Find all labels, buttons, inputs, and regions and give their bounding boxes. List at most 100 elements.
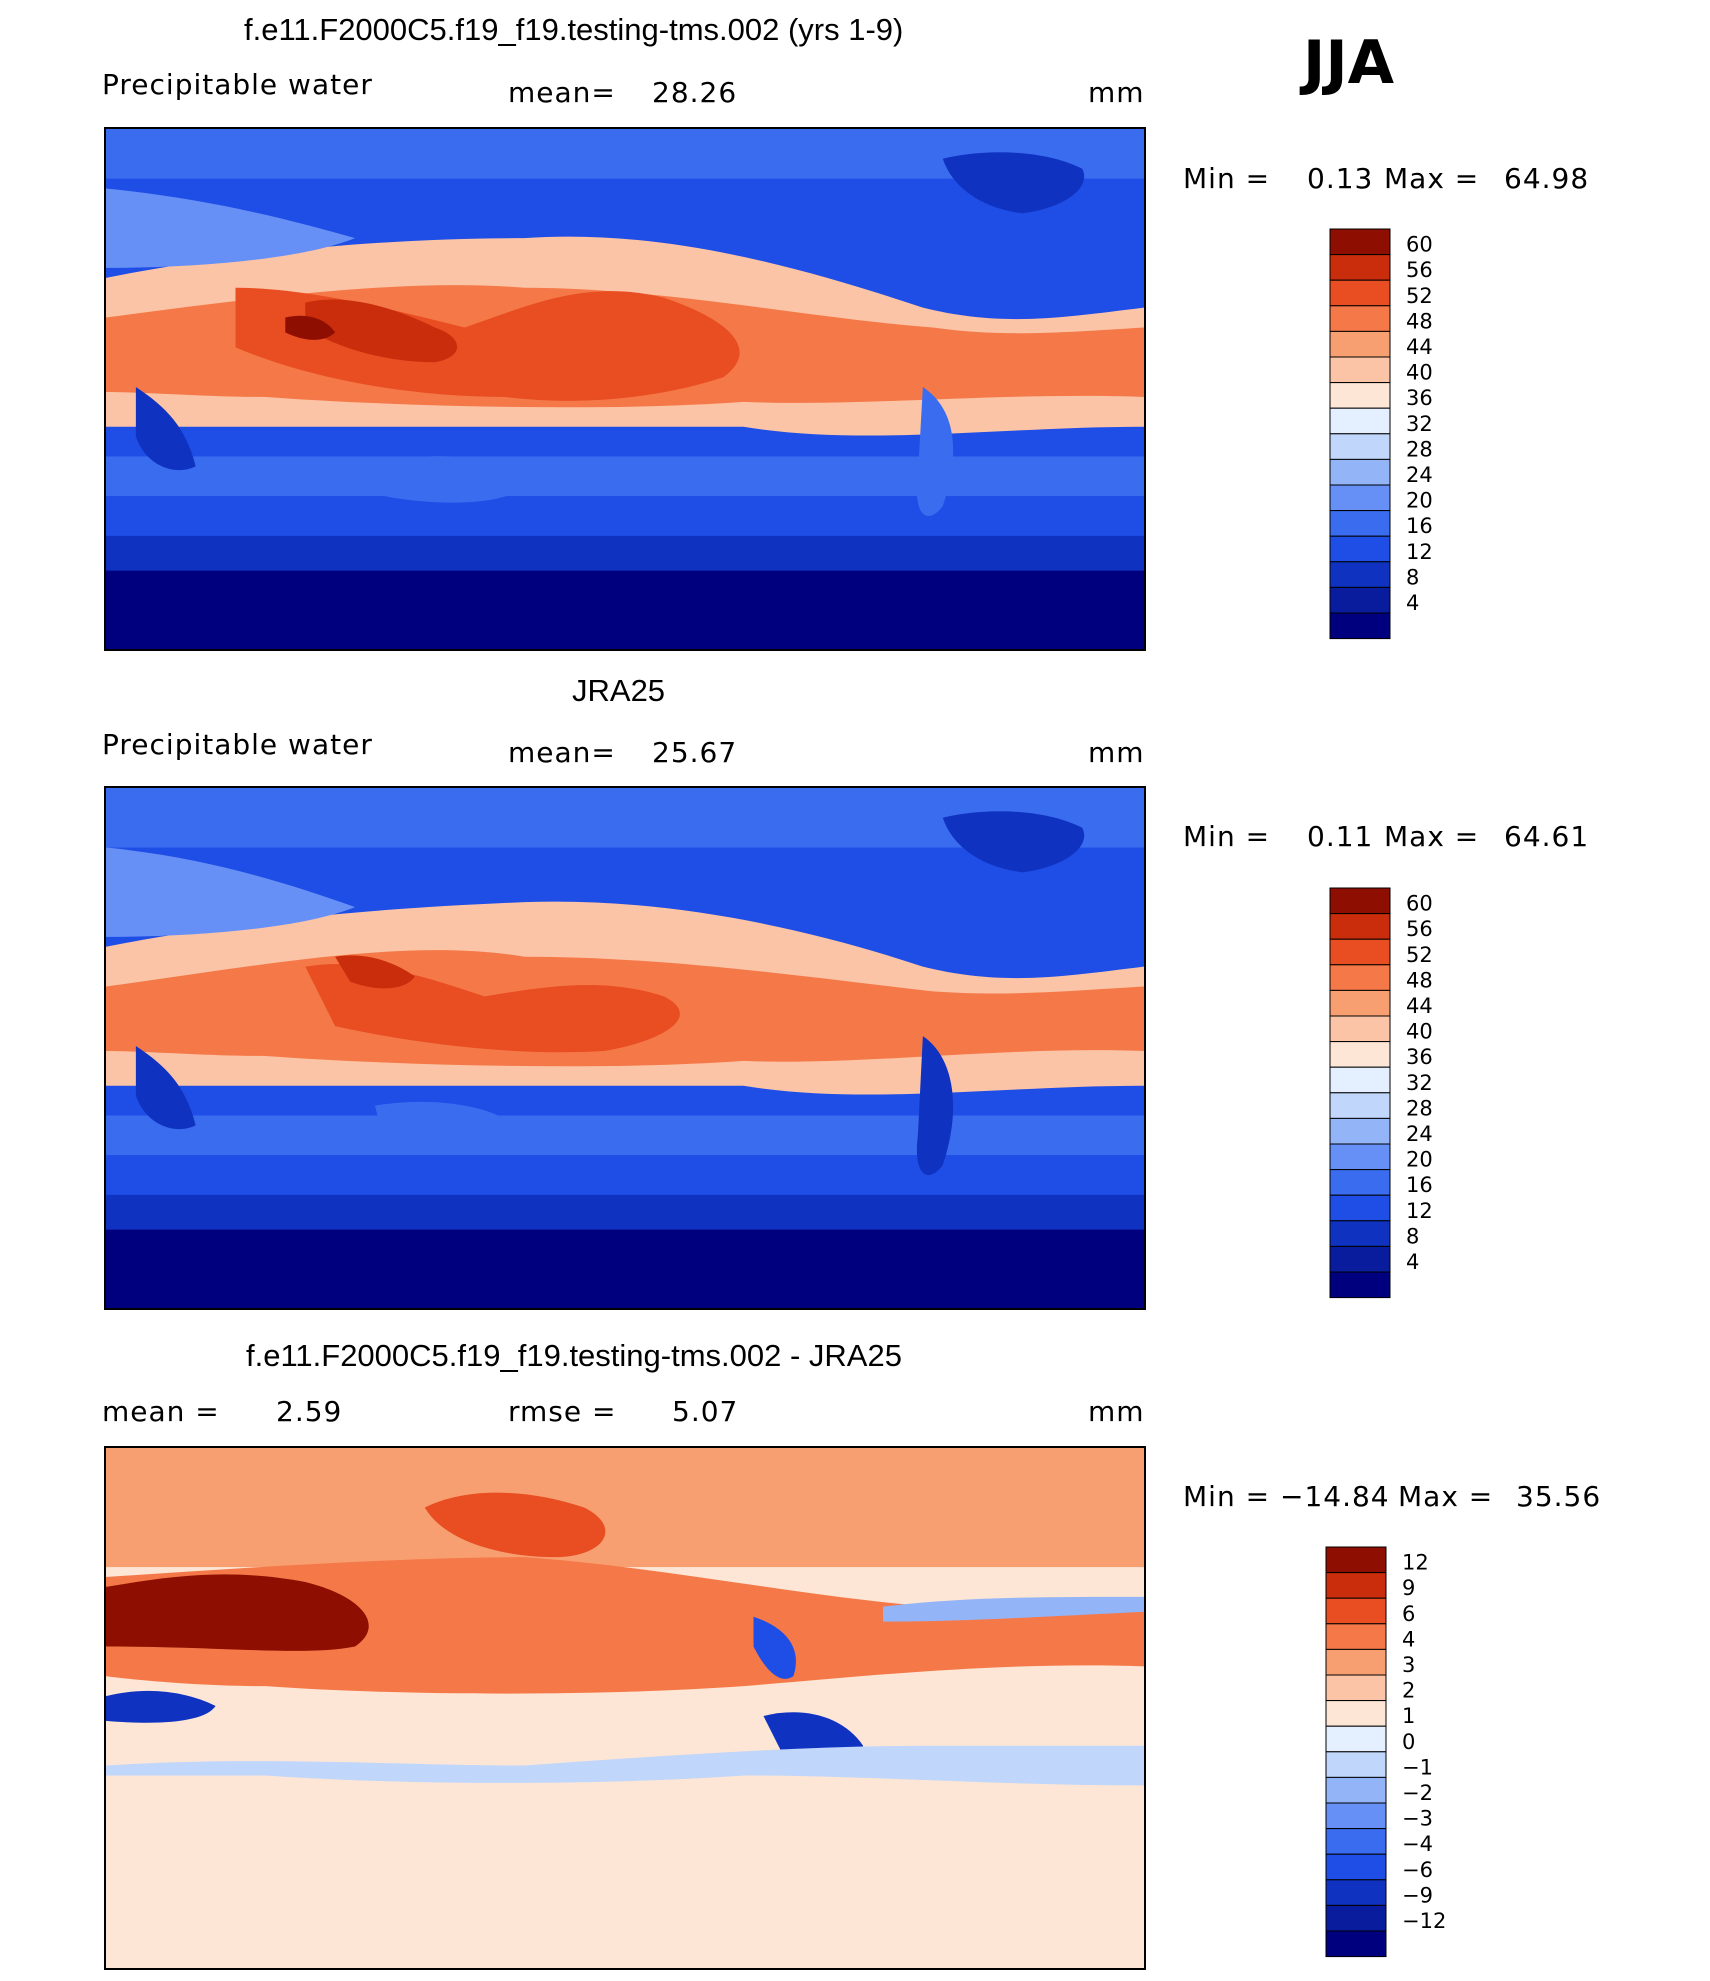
panel-2-units: mm — [1088, 736, 1145, 769]
colorbar-box — [1329, 254, 1391, 281]
colorbar-box — [1329, 535, 1391, 563]
colorbar-tick-label: 6 — [1402, 1602, 1415, 1626]
colorbar-tick-label: −6 — [1402, 1858, 1433, 1882]
colorbar-box — [1329, 407, 1391, 435]
colorbar-box — [1325, 1700, 1387, 1727]
panel-1-units: mm — [1088, 76, 1145, 109]
colorbar-box — [1329, 1092, 1391, 1119]
colorbar-tick-label: 4 — [1406, 1250, 1419, 1274]
panel-1-title: f.e11.F2000C5.f19_f19.testing-tms.002 (y… — [244, 12, 904, 47]
panel-1-max-label: Max = — [1384, 162, 1480, 195]
colorbar-tick-label: 52 — [1406, 284, 1433, 308]
panel-2-min-label: Min = — [1183, 820, 1271, 853]
colorbar-box — [1325, 1828, 1387, 1855]
colorbar-box — [1329, 1015, 1391, 1043]
colorbar-tick-label: 24 — [1406, 1122, 1433, 1146]
colorbar-box — [1329, 279, 1391, 307]
colorbar-box — [1329, 1271, 1391, 1299]
colorbar-box — [1329, 1143, 1391, 1171]
colorbar-box — [1329, 1245, 1391, 1273]
colorbar-tick-label: 12 — [1402, 1551, 1429, 1575]
colorbar-box — [1329, 586, 1391, 614]
colorbar-box — [1329, 1041, 1391, 1068]
panel-1-mean-value: 28.26 — [652, 76, 738, 109]
panel-3-max-value: 35.56 — [1516, 1480, 1602, 1513]
colorbar-box — [1329, 1220, 1391, 1247]
panel-3-mean-label: mean = — [102, 1395, 220, 1428]
panel-3-max-label: Max = — [1398, 1480, 1494, 1513]
colorbar-box — [1329, 1169, 1391, 1196]
colorbar-tick-label: 40 — [1406, 1020, 1433, 1044]
panel-3-rmse-value: 5.07 — [672, 1395, 739, 1428]
colorbar-tick-label: −9 — [1402, 1883, 1433, 1907]
colorbar-box — [1325, 1546, 1387, 1574]
colorbar-box — [1325, 1597, 1387, 1625]
colorbar-box — [1325, 1751, 1387, 1778]
colorbar-tick-label: 44 — [1406, 994, 1433, 1018]
panel-2-variable: Precipitable water — [102, 728, 373, 761]
panel-3-units: mm — [1088, 1395, 1145, 1428]
colorbar-tick-label: 56 — [1406, 258, 1433, 282]
colorbar-box — [1325, 1904, 1387, 1932]
colorbar-box — [1329, 964, 1391, 991]
colorbar-tick-label: 8 — [1406, 1224, 1419, 1248]
colorbar-box — [1325, 1879, 1387, 1906]
colorbar-box — [1329, 382, 1391, 409]
colorbar-tick-label: 28 — [1406, 1096, 1433, 1120]
colorbar-box — [1329, 458, 1391, 486]
colorbar-tick-label: 32 — [1406, 412, 1433, 436]
colorbar-box — [1329, 305, 1391, 332]
panel-3-colorbar: 12 9 6 4 3 2 1 0 −1 −2 −3 −4 −6 −9 −12 — [1325, 1546, 1485, 1966]
colorbar-tick-label: 1 — [1402, 1704, 1415, 1728]
colorbar-box — [1329, 913, 1391, 940]
colorbar-box — [1325, 1802, 1387, 1830]
panel-3-rmse-label: rmse = — [508, 1395, 617, 1428]
colorbar-tick-label: 40 — [1406, 361, 1433, 385]
panel-1-mean-label: mean= — [508, 76, 616, 109]
panel-2-mean-value: 25.67 — [652, 736, 738, 769]
colorbar-box — [1329, 887, 1391, 915]
colorbar-box — [1325, 1725, 1387, 1753]
colorbar-box — [1325, 1776, 1387, 1804]
panel-2-max-label: Max = — [1384, 820, 1480, 853]
colorbar-tick-label: 12 — [1406, 1199, 1433, 1223]
colorbar-tick-label: 16 — [1406, 514, 1433, 538]
colorbar-tick-label: 24 — [1406, 463, 1433, 487]
colorbar-box — [1329, 561, 1391, 588]
colorbar-tick-label: −4 — [1402, 1832, 1433, 1856]
colorbar-box — [1325, 1572, 1387, 1599]
panel-3-mean-value: 2.59 — [276, 1395, 343, 1428]
colorbar-tick-label: −3 — [1402, 1807, 1433, 1831]
colorbar-box — [1325, 1853, 1387, 1881]
colorbar-box — [1329, 484, 1391, 512]
colorbar-tick-label: 36 — [1406, 1045, 1433, 1069]
colorbar-box — [1325, 1674, 1387, 1702]
panel-2-title: JRA25 — [572, 673, 666, 708]
colorbar-tick-label: 4 — [1402, 1627, 1415, 1651]
colorbar-box — [1329, 330, 1391, 358]
panel-3-map — [104, 1446, 1146, 1970]
colorbar-box — [1329, 989, 1391, 1017]
colorbar-tick-label: 12 — [1406, 540, 1433, 564]
panel-2-mean-label: mean= — [508, 736, 616, 769]
colorbar-tick-label: 44 — [1406, 335, 1433, 359]
colorbar-tick-label: −1 — [1402, 1755, 1433, 1779]
colorbar-box — [1329, 938, 1391, 966]
colorbar-tick-label: −2 — [1402, 1781, 1433, 1805]
colorbar-box — [1329, 612, 1391, 640]
colorbar-box — [1325, 1930, 1387, 1958]
colorbar-box — [1325, 1623, 1387, 1650]
colorbar-tick-label: 32 — [1406, 1071, 1433, 1095]
colorbar-tick-label: 36 — [1406, 386, 1433, 410]
panel-3-field — [106, 1448, 1144, 1968]
colorbar-tick-label: 16 — [1406, 1173, 1433, 1197]
season-label: JJA — [1303, 28, 1395, 98]
colorbar-tick-label: 0 — [1402, 1730, 1415, 1754]
colorbar-tick-label: 28 — [1406, 437, 1433, 461]
panel-2-max-value: 64.61 — [1504, 820, 1590, 853]
colorbar-tick-label: 48 — [1406, 309, 1433, 333]
panel-2-map — [104, 786, 1146, 1310]
panel-3-title: f.e11.F2000C5.f19_f19.testing-tms.002 - … — [246, 1338, 902, 1373]
